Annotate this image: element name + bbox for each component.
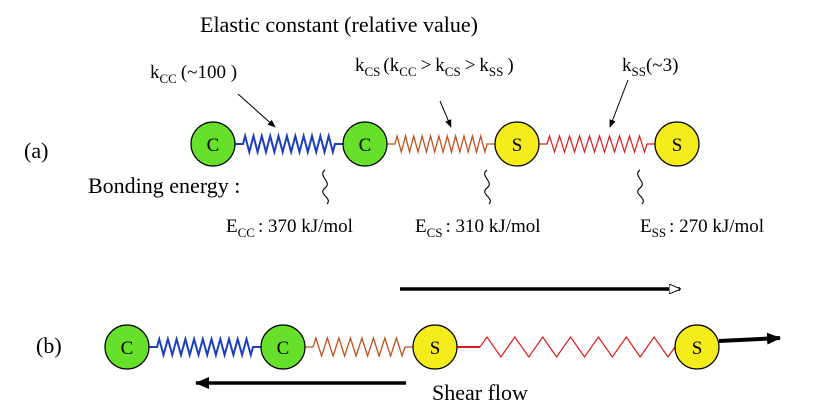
svg-text:C: C bbox=[359, 135, 372, 156]
squiggle-connector bbox=[484, 169, 491, 205]
svg-text:C: C bbox=[121, 338, 134, 359]
pull-arrow bbox=[718, 332, 781, 345]
carbon-atom: C bbox=[190, 121, 236, 167]
sulfur-atom: S bbox=[654, 121, 700, 167]
carbon-atom: C bbox=[342, 121, 388, 167]
ss-spring bbox=[539, 133, 655, 155]
ss-spring bbox=[479, 335, 676, 359]
cs-spring bbox=[305, 335, 413, 359]
svg-text:S: S bbox=[430, 338, 441, 359]
ecc-energy-label: ECC: 370 kJ/mol bbox=[226, 216, 353, 240]
sulfur-atom: S bbox=[674, 324, 720, 370]
svg-text:S: S bbox=[512, 135, 523, 156]
kss-pointer-arrow bbox=[609, 79, 629, 128]
svg-text:S: S bbox=[692, 338, 703, 359]
diagram-title: Elastic constant (relative value) bbox=[200, 12, 478, 37]
squiggle-connector bbox=[322, 169, 329, 205]
shear-flow-label: Shear flow bbox=[432, 380, 528, 403]
svg-text:S: S bbox=[672, 135, 683, 156]
bonding-energy-label: Bonding energy : bbox=[88, 173, 240, 198]
svg-text:C: C bbox=[207, 135, 220, 156]
ess-energy-label: ESS: 270 kJ/mol bbox=[640, 216, 764, 240]
cc-spring bbox=[235, 132, 343, 156]
panel-a-molecule: C C S S bbox=[190, 121, 700, 167]
kcc-label: kCC (~100 ) bbox=[150, 62, 237, 86]
cs-spring bbox=[387, 133, 495, 155]
sulfur-atom: S bbox=[412, 324, 458, 370]
ecs-energy-label: ECS: 310 kJ/mol bbox=[415, 216, 541, 240]
kcs-label: kCS (kCC > kCS > kSS) bbox=[355, 55, 514, 79]
panel-b-molecule: C C S S bbox=[104, 324, 720, 370]
svg-text:C: C bbox=[277, 338, 290, 359]
panel-b-label: (b) bbox=[36, 333, 62, 358]
panel-a-label: (a) bbox=[24, 138, 48, 163]
carbon-atom: C bbox=[104, 324, 150, 370]
squiggle-connector bbox=[637, 169, 644, 205]
kss-label: kSS(~3) bbox=[622, 55, 678, 79]
cc-spring bbox=[149, 335, 261, 359]
sulfur-atom: S bbox=[494, 121, 540, 167]
kcc-pointer-arrow bbox=[237, 93, 276, 128]
kcs-pointer-arrow bbox=[439, 100, 452, 128]
carbon-atom: C bbox=[260, 324, 306, 370]
